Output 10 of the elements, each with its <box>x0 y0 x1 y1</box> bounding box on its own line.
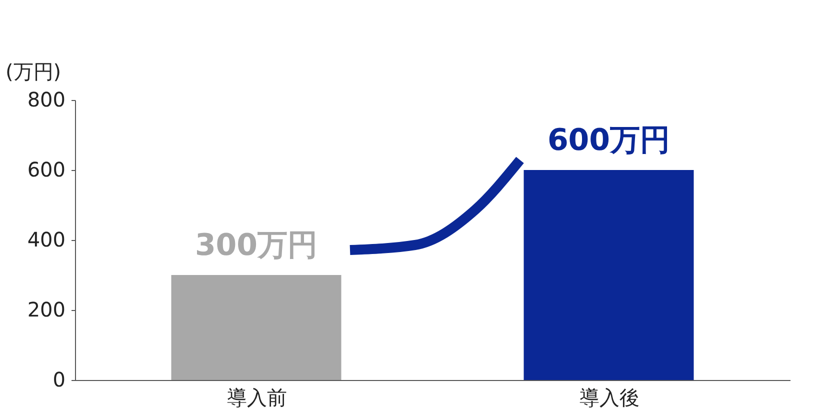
x-tick-label: 導入後 <box>579 386 640 410</box>
data-label: 300万円 <box>194 228 318 263</box>
y-tick-label: 600 <box>27 158 66 182</box>
y-tick-label: 800 <box>27 88 66 112</box>
y-tick-label: 200 <box>27 298 66 322</box>
x-tick-label: 導入前 <box>226 386 287 410</box>
y-tick-label: 400 <box>27 228 66 252</box>
y-axis-title: (万円) <box>6 60 62 84</box>
data-label: 600万円 <box>547 123 670 158</box>
y-tick-label: 0 <box>52 368 66 392</box>
